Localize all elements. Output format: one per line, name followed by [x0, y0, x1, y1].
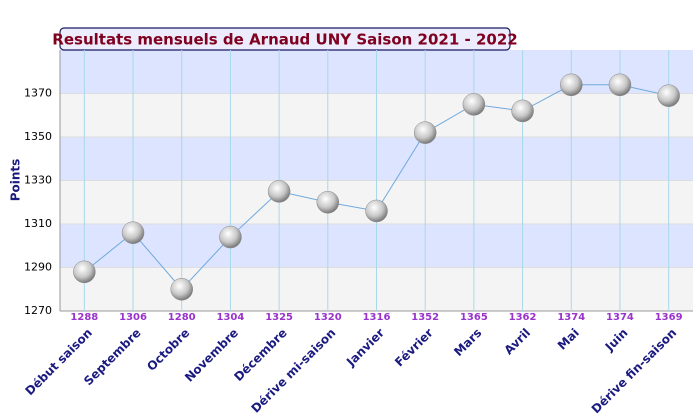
data-label: 1316: [363, 312, 391, 323]
data-label: 1325: [265, 312, 293, 323]
marker: [365, 199, 388, 223]
data-label: 1362: [509, 312, 537, 323]
data-label: 1369: [655, 312, 683, 323]
data-label: 1304: [217, 312, 245, 323]
y-tick-label: 1330: [24, 174, 52, 187]
y-tick-label: 1370: [24, 87, 52, 100]
x-tick-label: Mars: [451, 326, 484, 359]
marker: [608, 73, 632, 97]
y-tick-label: 1310: [24, 217, 52, 230]
y-tick-label: 1350: [24, 130, 52, 143]
chart-title: Resultats mensuels de Arnaud UNY Saison …: [52, 31, 517, 49]
x-tick-label: Début saison: [23, 326, 95, 398]
marker: [560, 73, 583, 97]
x-tick-label: Juin: [602, 326, 631, 355]
y-axis-label: Points: [9, 159, 23, 202]
x-tick-label: Octobre: [144, 326, 192, 374]
x-tick-label: Avril: [501, 326, 533, 358]
data-label: 1306: [119, 312, 147, 323]
marker: [267, 180, 291, 203]
data-label: 1374: [606, 312, 634, 323]
title-box: [59, 27, 511, 51]
data-label: 1352: [411, 312, 439, 323]
x-tick-label: Janvier: [343, 326, 387, 370]
marker: [413, 121, 437, 144]
x-tick-label: Mai: [555, 326, 582, 353]
marker: [316, 191, 340, 214]
marker: [657, 84, 680, 107]
marker: [462, 93, 486, 116]
data-label: 1280: [168, 312, 196, 323]
y-tick-label: 1270: [24, 304, 52, 317]
y-tick-label: 1290: [24, 261, 52, 274]
data-label: 1288: [70, 312, 98, 323]
marker: [511, 99, 534, 123]
marker: [219, 225, 242, 249]
x-tick-label: Dérive fin-saison: [589, 326, 679, 416]
data-label: 1374: [557, 312, 585, 323]
data-label: 1365: [460, 312, 488, 323]
x-tick-label: Février: [392, 326, 436, 370]
marker: [170, 278, 193, 301]
marker: [73, 260, 96, 284]
marker: [121, 221, 145, 244]
x-tick-label: Dérive mi-saison: [248, 326, 338, 416]
data-label: 1320: [314, 312, 342, 323]
